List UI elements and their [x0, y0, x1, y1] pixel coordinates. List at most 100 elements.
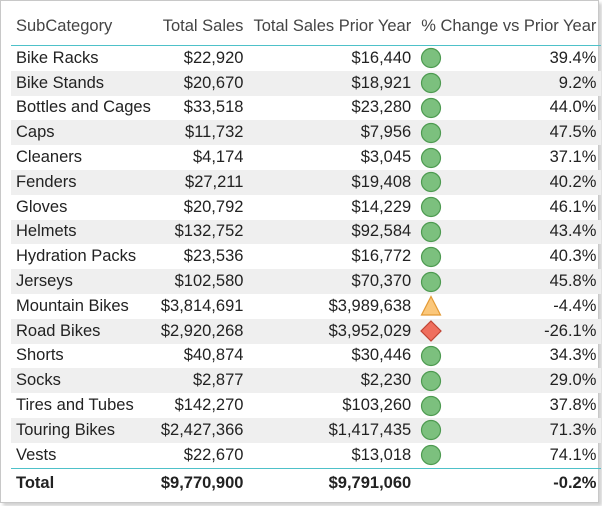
total-label: Total	[11, 467, 156, 499]
kpi-indicator-cell	[416, 195, 446, 220]
kpi-indicator-cell	[416, 169, 447, 195]
subcategory-cell: Cleaners	[16, 148, 83, 167]
pct-change-cell: 43.4%	[446, 219, 602, 245]
subcategory-cell: Helmets	[11, 219, 156, 245]
kpi-indicator-cell	[416, 443, 446, 468]
subcategory-cell: Mountain Bikes	[16, 296, 129, 315]
total-sales-cell: $11,732	[155, 120, 249, 146]
prior-year-sales-cell: $103,260	[342, 396, 412, 415]
kpi-indicator-cell	[416, 46, 446, 71]
kpi-indicator-cell	[416, 70, 447, 96]
prior-year-sales-cell: $14,229	[351, 197, 412, 216]
prior-year-sales-cell: $16,772	[351, 247, 412, 266]
kpi-indicator-cell	[416, 294, 446, 319]
pct-change-cell: 39.4%	[549, 48, 597, 67]
total-sales-cell: $2,920,268	[155, 318, 249, 344]
pct-change-cell: 9.2%	[446, 70, 602, 96]
header-pct-change[interactable]: % Change vs Prior Year	[416, 7, 602, 46]
table-row[interactable]: Socks $2,877 $2,230 29.0%	[11, 368, 602, 394]
subcategory-cell: Bike Stands	[11, 70, 156, 96]
pct-change-cell: 40.3%	[549, 247, 597, 266]
subcategory-cell: Bike Racks	[16, 48, 99, 67]
pct-change-cell: 34.3%	[549, 346, 597, 365]
subcategory-cell: Jerseys	[11, 269, 156, 294]
table-row[interactable]: Jerseys $102,580 $70,370 45.8%	[11, 269, 602, 294]
prior-year-sales-cell: $2,230	[248, 368, 417, 394]
green-circle-icon	[420, 345, 442, 367]
pct-change-cell: -4.4%	[553, 296, 597, 315]
pct-change-cell: 44.0%	[549, 98, 597, 117]
green-circle-icon	[420, 419, 442, 441]
sales-matrix-table: SubCategory Total Sales Total Sales Prio…	[11, 7, 602, 499]
pct-change-cell: 37.8%	[549, 396, 597, 415]
pct-change-cell: 71.3%	[446, 417, 602, 443]
green-circle-icon	[420, 246, 442, 268]
kpi-indicator-cell	[416, 269, 447, 294]
prior-year-sales-cell: $3,952,029	[248, 318, 417, 344]
prior-year-sales-cell: $18,921	[248, 70, 417, 96]
table-row[interactable]: Bottles and Cages $33,518 $23,280 44.0%	[11, 96, 601, 121]
total-sales-cell: $20,792	[183, 197, 244, 216]
total-sales-cell: $4,174	[192, 148, 244, 167]
table-row[interactable]: Road Bikes $2,920,268 $3,952,029 -26.1%	[11, 318, 602, 344]
table-row[interactable]: Gloves $20,792 $14,229 46.1%	[11, 195, 601, 220]
table-row[interactable]: Tires and Tubes $142,270 $103,260 37.8%	[11, 393, 601, 418]
kpi-indicator-cell	[416, 244, 446, 269]
subcategory-cell: Gloves	[16, 197, 68, 216]
kpi-indicator-cell	[416, 120, 447, 146]
prior-year-sales-cell: $92,584	[248, 219, 417, 245]
table-row[interactable]: Shorts $40,874 $30,446 34.3%	[11, 344, 601, 369]
table-row[interactable]: Mountain Bikes $3,814,691 $3,989,638 -4.4%	[11, 294, 601, 319]
pct-change-cell: 29.0%	[446, 368, 602, 394]
table-row[interactable]: Fenders $27,211 $19,408 40.2%	[11, 169, 602, 195]
total-sales-cell: $102,580	[155, 269, 249, 294]
total-indicator-cell	[416, 467, 447, 499]
prior-year-sales-cell: $70,370	[248, 269, 417, 294]
table-row[interactable]: Touring Bikes $2,427,366 $1,417,435 71.3%	[11, 417, 602, 443]
total-sales-cell: $142,270	[174, 396, 244, 415]
total-sales-cell: $23,536	[183, 247, 244, 266]
header-total-sales-prior-year[interactable]: Total Sales Prior Year	[248, 7, 417, 46]
table-row[interactable]: Cleaners $4,174 $3,045 37.1%	[11, 145, 601, 170]
table-row[interactable]: Helmets $132,752 $92,584 43.4%	[11, 219, 602, 245]
yellow-triangle-icon	[420, 295, 442, 317]
green-circle-icon	[420, 72, 442, 94]
table-row[interactable]: Vests $22,670 $13,018 74.1%	[11, 443, 601, 468]
kpi-indicator-cell	[416, 145, 446, 170]
kpi-indicator-cell	[416, 318, 447, 344]
table-row[interactable]: Hydration Packs $23,536 $16,772 40.3%	[11, 244, 601, 269]
green-circle-icon	[420, 47, 442, 69]
prior-year-sales-cell: $13,018	[351, 445, 412, 464]
pct-change-cell: 40.2%	[446, 169, 602, 195]
green-circle-icon	[420, 147, 442, 169]
header-subcategory[interactable]: SubCategory	[11, 7, 156, 46]
table-row[interactable]: Bike Stands $20,670 $18,921 9.2%	[11, 70, 602, 96]
subcategory-cell: Hydration Packs	[16, 247, 137, 266]
subcategory-cell: Vests	[16, 445, 57, 464]
subcategory-cell: Caps	[11, 120, 156, 146]
table-body: Bike Racks $22,920 $16,440 39.4% Bike Stands…	[11, 46, 602, 469]
total-sales-cell: $33,518	[183, 98, 244, 117]
prior-year-sales-cell: $7,956	[248, 120, 417, 146]
kpi-indicator-cell	[416, 393, 446, 418]
green-circle-icon	[420, 196, 442, 218]
total-prior-year-value: $9,791,060	[248, 467, 417, 499]
subcategory-cell: Fenders	[11, 169, 156, 195]
header-row: SubCategory Total Sales Total Sales Prio…	[11, 7, 602, 46]
total-sales-cell: $132,752	[155, 219, 249, 245]
table-row[interactable]: Caps $11,732 $7,956 47.5%	[11, 120, 602, 146]
green-circle-icon	[420, 171, 442, 193]
green-circle-icon	[420, 97, 442, 119]
total-row: Total $9,770,900 $9,791,060 -0.2%	[11, 467, 602, 499]
pct-change-cell: 47.5%	[446, 120, 602, 146]
total-sales-cell: $2,427,366	[155, 417, 249, 443]
pct-change-cell: -26.1%	[446, 318, 602, 344]
subcategory-cell: Touring Bikes	[11, 417, 156, 443]
pct-change-cell: 45.8%	[446, 269, 602, 294]
prior-year-sales-cell: $3,045	[360, 148, 412, 167]
table-row[interactable]: Bike Racks $22,920 $16,440 39.4%	[11, 46, 601, 71]
header-total-sales[interactable]: Total Sales	[155, 7, 249, 46]
prior-year-sales-cell: $3,989,638	[328, 296, 412, 315]
prior-year-sales-cell: $23,280	[351, 98, 412, 117]
